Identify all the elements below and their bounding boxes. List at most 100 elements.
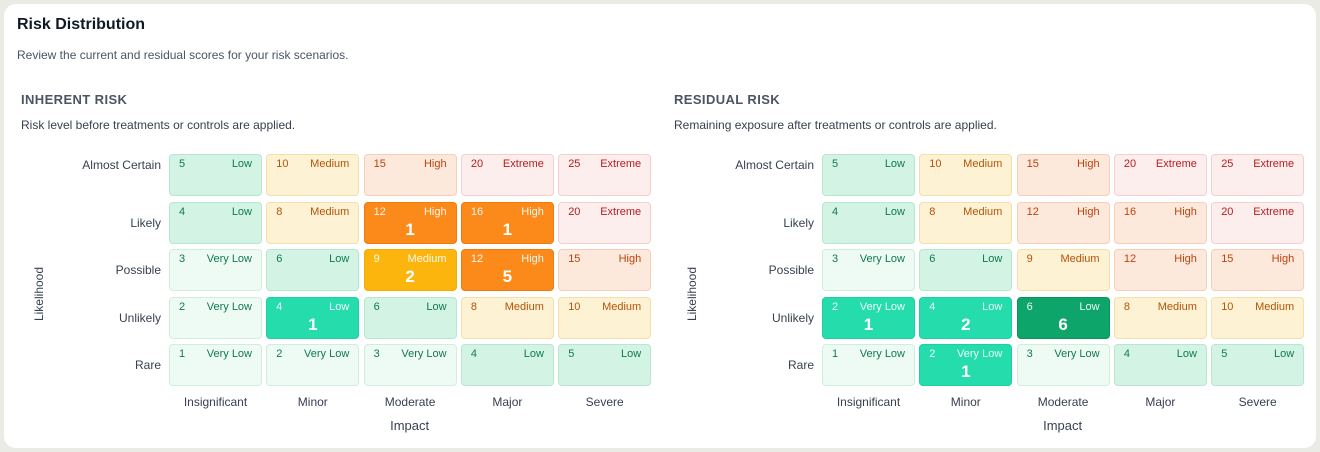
risk-score: 3: [179, 253, 186, 265]
risk-level: High: [1076, 205, 1100, 218]
scenario-count: 2: [405, 267, 415, 286]
risk-cell: 20 Extreme: [460, 154, 554, 196]
risk-cell: 8 Medium: [266, 201, 360, 244]
risk-cell[interactable]: 2 Very Low 1: [919, 344, 1013, 386]
risk-level: High: [1174, 205, 1197, 218]
risk-cell: 1 Very Low: [169, 344, 262, 386]
risk-level: Low: [1079, 300, 1100, 313]
risk-score: 4: [832, 205, 839, 218]
impact-label: Moderate: [1037, 395, 1089, 409]
impact-axis-label: Impact: [1043, 418, 1083, 433]
risk-cell: 4 Low: [822, 201, 915, 244]
likelihood-label: Likely: [783, 215, 814, 230]
risk-level: High: [521, 205, 544, 218]
inherent-risk-description: Risk level before treatments or controls…: [21, 118, 296, 132]
risk-cell: 8 Medium: [919, 201, 1013, 244]
risk-cell: 5 Low: [558, 344, 652, 386]
risk-score: 10: [276, 158, 289, 170]
risk-level: Medium: [1157, 300, 1197, 313]
risk-score: 6: [929, 253, 936, 265]
risk-cell: 6 Low: [363, 296, 457, 339]
page-subtitle: Review the current and residual scores f…: [17, 48, 349, 62]
risk-level: Extreme: [502, 158, 544, 170]
risk-cell: 10 Medium: [558, 296, 652, 339]
risk-score: 8: [470, 300, 478, 313]
risk-score: 12: [470, 253, 484, 265]
risk-cell: 20 Extreme: [1211, 201, 1305, 244]
risk-level: Low: [1274, 348, 1295, 360]
risk-cell: 5 Low: [1211, 344, 1305, 386]
risk-cell[interactable]: 16 High 1: [460, 201, 554, 244]
risk-level: High: [618, 253, 642, 265]
impact-label: Severe: [585, 395, 624, 409]
likelihood-label: Almost Certain: [82, 158, 161, 172]
risk-cell[interactable]: 6 Low 6: [1016, 296, 1110, 339]
risk-score: 1: [179, 348, 186, 360]
risk-score: 20: [1123, 158, 1137, 170]
risk-level: Very Low: [206, 300, 252, 313]
impact-label: Severe: [1238, 395, 1277, 409]
page-title: Risk Distribution: [17, 16, 146, 33]
risk-score: 2: [276, 348, 283, 360]
risk-score: 12: [1123, 253, 1137, 265]
risk-level: Low: [231, 158, 252, 170]
likelihood-label: Likely: [130, 215, 161, 230]
likelihood-label: Possible: [768, 263, 814, 277]
risk-cell: 5 Low: [169, 154, 262, 196]
risk-score: 15: [1221, 253, 1234, 265]
risk-cell: 6 Low: [266, 249, 360, 291]
risk-score: 8: [929, 205, 936, 218]
risk-score: 12: [373, 205, 386, 218]
risk-score: 4: [470, 348, 478, 360]
risk-level: Low: [982, 253, 1003, 265]
impact-label: Insignificant: [836, 395, 901, 409]
scenario-count: 1: [502, 219, 513, 239]
risk-cell[interactable]: 4 Low 2: [919, 296, 1013, 339]
risk-score: 8: [1123, 300, 1131, 313]
risk-level: Extreme: [1155, 158, 1197, 170]
risk-score: 3: [832, 253, 839, 265]
risk-cell[interactable]: 12 High 5: [460, 249, 554, 291]
risk-cell: 15 High: [1211, 249, 1305, 291]
scenario-count: 1: [405, 219, 415, 239]
likelihood-label: Unlikely: [771, 310, 814, 325]
risk-cell: 4 Low: [169, 201, 262, 244]
risk-level: Low: [329, 300, 350, 313]
impact-label: Minor: [297, 395, 328, 409]
risk-score: 9: [373, 253, 380, 265]
risk-score: 25: [1221, 158, 1234, 170]
residual-risk-matrix: RESIDUAL RISK Remaining exposure after tr…: [674, 92, 1314, 442]
risk-level: Medium: [407, 253, 447, 265]
scenario-count: 6: [1058, 314, 1068, 334]
risk-score: 4: [1123, 348, 1131, 360]
risk-score: 4: [179, 205, 186, 218]
risk-level: Low: [231, 205, 252, 218]
impact-label: Moderate: [384, 395, 436, 409]
risk-cell: 16 High: [1113, 201, 1207, 244]
risk-level: High: [1271, 253, 1295, 265]
risk-score: 10: [1221, 300, 1234, 313]
risk-cell[interactable]: 9 Medium 2: [363, 249, 457, 291]
risk-cell: 10 Medium: [1211, 296, 1305, 339]
risk-cell: 3 Very Low: [169, 249, 262, 291]
scenario-count: 2: [961, 314, 971, 334]
impact-label: Major: [492, 395, 523, 409]
risk-level: Low: [1176, 348, 1197, 360]
risk-cell: 12 High: [1016, 201, 1110, 244]
risk-score: 8: [276, 205, 283, 218]
impact-label: Insignificant: [183, 395, 248, 409]
impact-axis-label: Impact: [390, 418, 430, 433]
risk-level: Very Low: [304, 348, 350, 360]
risk-level: Extreme: [1253, 158, 1295, 170]
risk-score: 5: [179, 158, 186, 170]
risk-level: High: [423, 205, 447, 218]
risk-cell[interactable]: 2 Very Low 1: [822, 296, 915, 339]
risk-distribution-card: Risk Distribution Review the current and…: [4, 4, 1316, 448]
risk-level: Very Low: [206, 253, 252, 265]
risk-score: 2: [929, 348, 936, 360]
likelihood-label: Rare: [134, 358, 161, 372]
risk-level: Low: [884, 205, 905, 218]
risk-cell[interactable]: 4 Low 1: [266, 296, 360, 339]
risk-cell[interactable]: 12 High 1: [363, 201, 457, 244]
risk-cell: 4 Low: [1113, 344, 1207, 386]
